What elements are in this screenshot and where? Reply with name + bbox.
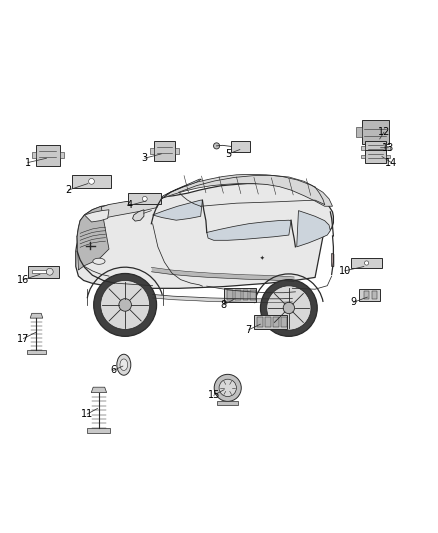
Circle shape (267, 286, 311, 330)
Bar (32, 270, 46, 273)
Bar (359, 289, 380, 301)
Bar (273, 318, 279, 327)
Bar (227, 290, 233, 300)
Bar (351, 258, 382, 268)
Text: 1: 1 (25, 158, 31, 167)
Polygon shape (207, 220, 291, 240)
Bar (372, 290, 377, 299)
Bar (175, 148, 179, 154)
Circle shape (219, 379, 237, 397)
Polygon shape (91, 387, 106, 393)
Bar (265, 318, 271, 327)
Text: 15: 15 (208, 390, 220, 400)
Polygon shape (77, 199, 161, 237)
Text: 14: 14 (385, 158, 398, 167)
Bar (60, 152, 64, 158)
Circle shape (101, 280, 150, 329)
Bar (223, 288, 256, 302)
Bar (27, 350, 46, 354)
Text: 4: 4 (127, 200, 133, 211)
Text: 12: 12 (378, 127, 390, 137)
Circle shape (213, 143, 219, 149)
Circle shape (119, 298, 131, 311)
Bar (386, 155, 389, 158)
Bar (364, 290, 369, 299)
Text: 13: 13 (382, 143, 395, 153)
Circle shape (283, 302, 294, 313)
Circle shape (214, 374, 241, 401)
Polygon shape (77, 206, 109, 270)
Bar (128, 193, 161, 204)
Text: 16: 16 (17, 274, 29, 285)
Circle shape (94, 273, 156, 336)
Bar (72, 175, 111, 188)
Polygon shape (152, 200, 202, 220)
Text: 6: 6 (110, 366, 117, 375)
Ellipse shape (93, 258, 105, 264)
Bar (365, 150, 386, 163)
Bar (361, 146, 365, 150)
Polygon shape (297, 211, 330, 247)
Text: 11: 11 (81, 409, 93, 419)
Circle shape (364, 261, 369, 265)
Text: 8: 8 (220, 300, 226, 310)
Bar (88, 428, 110, 433)
Bar (386, 146, 389, 150)
Bar (32, 152, 36, 158)
Polygon shape (133, 210, 144, 221)
Bar (365, 141, 386, 155)
Text: 7: 7 (246, 325, 252, 335)
Circle shape (88, 179, 95, 184)
Ellipse shape (120, 359, 127, 370)
Polygon shape (161, 179, 201, 199)
Bar (154, 141, 175, 160)
Bar (235, 290, 240, 300)
Circle shape (46, 268, 53, 275)
Bar (251, 290, 256, 300)
Polygon shape (85, 210, 109, 222)
Text: 2: 2 (65, 185, 71, 195)
Bar (28, 265, 59, 278)
Text: 3: 3 (142, 153, 148, 163)
Polygon shape (30, 313, 43, 318)
Bar (217, 400, 238, 405)
Circle shape (261, 280, 317, 336)
Bar (231, 141, 251, 152)
Circle shape (142, 197, 147, 201)
Polygon shape (161, 174, 332, 206)
Text: ✦: ✦ (259, 256, 264, 261)
Bar (254, 316, 287, 329)
Bar (243, 290, 248, 300)
Text: 17: 17 (17, 334, 30, 344)
Bar (357, 127, 362, 137)
Bar (362, 120, 389, 144)
Text: 9: 9 (350, 297, 357, 308)
Polygon shape (332, 253, 334, 266)
Text: 10: 10 (339, 266, 351, 276)
Ellipse shape (117, 354, 131, 375)
Bar (281, 318, 287, 327)
Bar (36, 144, 60, 166)
Polygon shape (76, 183, 333, 288)
Text: 5: 5 (226, 149, 232, 159)
Bar (361, 155, 365, 158)
Bar (258, 318, 263, 327)
Bar (150, 148, 154, 154)
